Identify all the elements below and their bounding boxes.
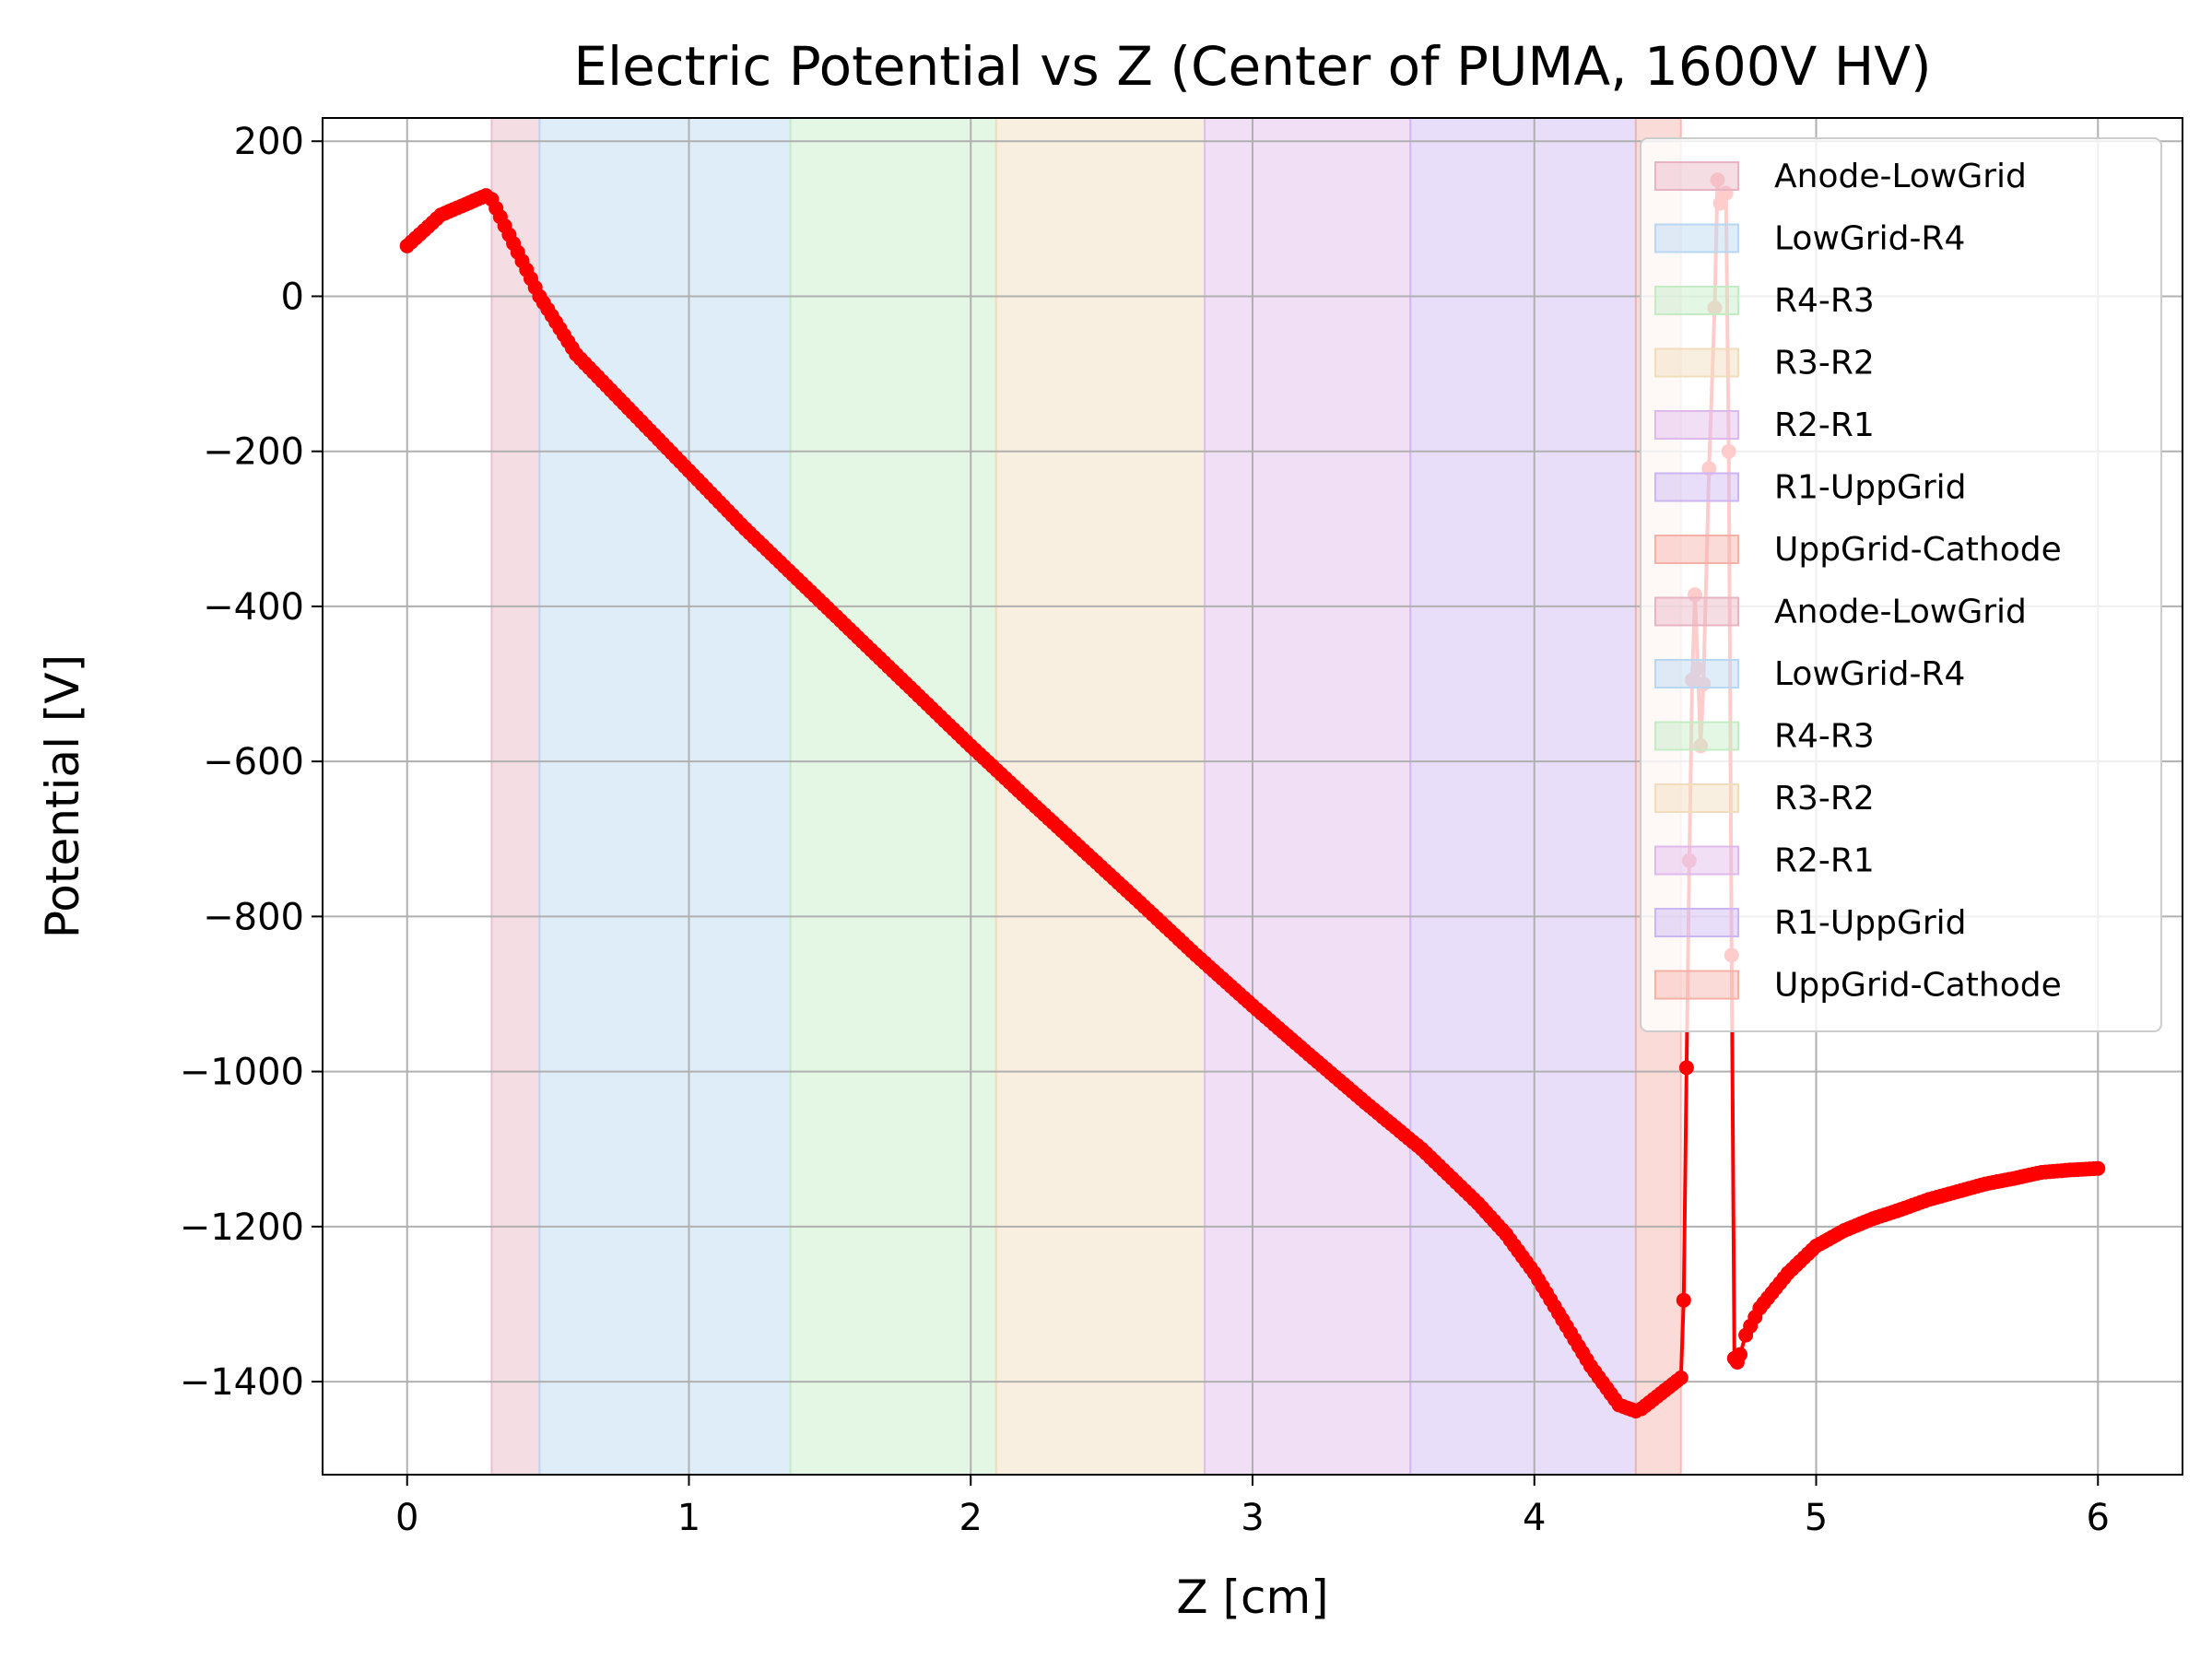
legend-label: R1-UppGrid	[1774, 904, 1967, 942]
legend-label: Anode-LowGrid	[1774, 158, 2027, 195]
legend-swatch	[1654, 659, 1739, 688]
x-tick-label: 6	[2087, 1497, 2110, 1539]
legend-label: R4-R3	[1774, 282, 1875, 320]
y-tick-label: −1200	[180, 1206, 304, 1249]
x-tick-label: 1	[677, 1497, 700, 1539]
shaded-regions	[490, 117, 1682, 1476]
legend-label: R3-R2	[1774, 345, 1875, 382]
legend-box	[1640, 137, 2162, 1032]
y-tick-label: −800	[203, 896, 304, 938]
data-point	[1676, 1292, 1691, 1308]
legend-label: LowGrid-R4	[1774, 655, 1965, 693]
x-tick-label: 4	[1523, 1497, 1546, 1539]
y-tick-label: −1000	[180, 1052, 304, 1094]
legend-swatch	[1654, 535, 1739, 564]
y-axis-title: Potential [V]	[36, 654, 89, 938]
data-point	[1678, 1060, 1694, 1076]
legend-swatch	[1654, 721, 1739, 751]
legend-label: UppGrid-Cathode	[1774, 967, 2062, 1005]
x-axis-title: Z [cm]	[1176, 1571, 1328, 1624]
x-tick-label: 0	[395, 1497, 418, 1539]
legend-label: UppGrid-Cathode	[1774, 531, 2062, 569]
y-tick-label: −1400	[180, 1361, 304, 1404]
data-series	[399, 172, 2106, 1418]
legend-swatch	[1654, 161, 1739, 191]
legend-label: R3-R2	[1774, 780, 1875, 818]
y-tick-label: −200	[203, 431, 304, 474]
legend-swatch	[1654, 845, 1739, 876]
legend-label: R2-R1	[1774, 842, 1875, 880]
region-0	[490, 117, 541, 1476]
legend-swatch	[1654, 596, 1739, 627]
y-tick-label: −600	[203, 741, 304, 783]
legend-label: R2-R1	[1774, 406, 1875, 444]
legend-swatch	[1654, 472, 1739, 502]
legend-label: R4-R3	[1774, 718, 1875, 756]
chart-title: Electric Potential vs Z (Center of PUMA,…	[573, 35, 1931, 98]
legend-swatch	[1654, 223, 1739, 253]
data-point	[1733, 1347, 1747, 1362]
legend-swatch	[1654, 783, 1739, 813]
legend-label: Anode-LowGrid	[1774, 594, 2027, 631]
y-tick-label: −400	[203, 586, 304, 629]
x-tick-label: 2	[959, 1497, 982, 1539]
data-point	[2090, 1160, 2106, 1176]
legend-label: R1-UppGrid	[1774, 469, 1967, 507]
y-tick-label: 200	[234, 121, 304, 163]
axis-ticks: 0 1 2 3 4 5 6 200 0 −200 −400 −600 −800 −1000 −1200 −14…	[180, 121, 2110, 1539]
region-2	[789, 117, 997, 1476]
legend-swatch	[1654, 970, 1739, 1000]
legend: Anode-LowGrid LowGrid-R4 R4-R3 R3-R2 R2-R1 R1…	[1640, 137, 2162, 1032]
x-tick-label: 3	[1241, 1497, 1264, 1539]
legend-label: LowGrid-R4	[1774, 220, 1965, 258]
region-1	[538, 117, 792, 1476]
legend-swatch	[1654, 410, 1739, 440]
region-4	[1204, 117, 1412, 1476]
x-tick-label: 5	[1805, 1497, 1828, 1539]
region-5	[1409, 117, 1637, 1476]
legend-swatch	[1654, 908, 1739, 937]
legend-swatch	[1654, 286, 1739, 315]
y-tick-label: 0	[281, 276, 304, 318]
legend-swatch	[1654, 347, 1739, 378]
data-point	[1673, 1370, 1688, 1385]
